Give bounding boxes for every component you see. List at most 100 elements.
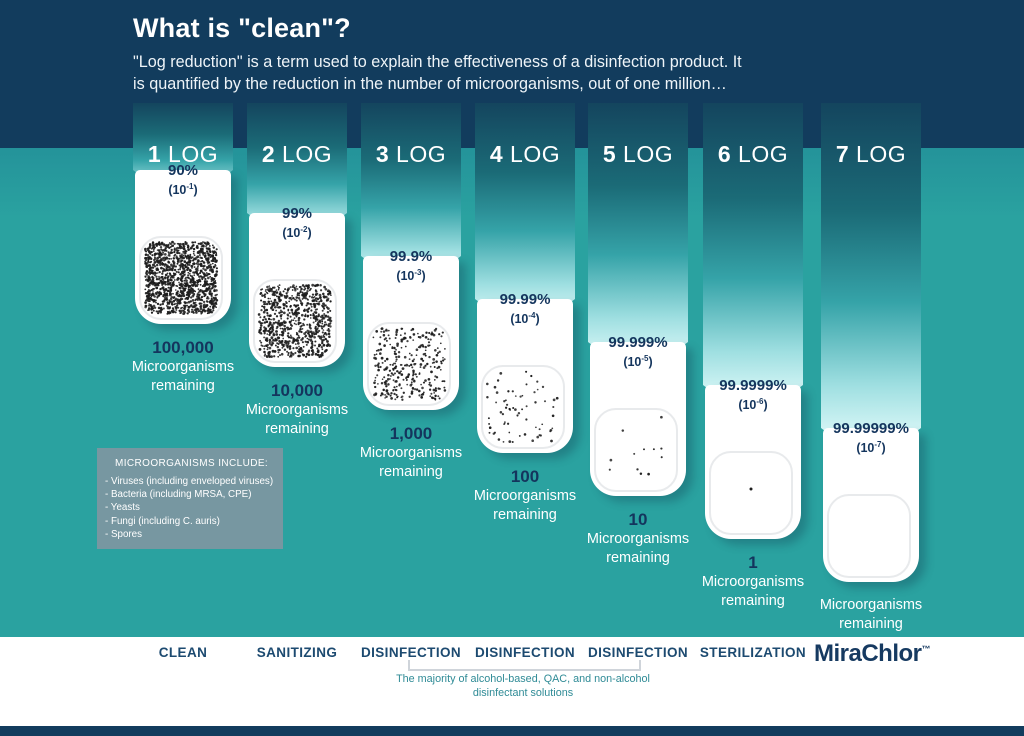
disinfection-caption: The majority of alcohol-based, QAC, and …	[373, 673, 673, 700]
remaining-label-line1: Microorganisms	[473, 488, 577, 504]
remaining-label-line1: Microorganisms	[245, 402, 349, 418]
log-reduction-percent: 99.9% (10-3)	[354, 249, 468, 284]
microorganisms-box-title: MICROORGANISMS INCLUDE:	[115, 458, 269, 469]
category-label-sterilization-6: STERILIZATION	[699, 645, 807, 660]
remaining-label-line1: Microorganisms	[819, 597, 923, 613]
remaining-label-line1: Microorganisms	[359, 445, 463, 461]
exponent-value: (10-2)	[282, 225, 312, 241]
log-word: LOG	[731, 141, 789, 167]
category-label-disinfection-3: DISINFECTION	[360, 645, 462, 660]
log-ribbon	[588, 103, 688, 379]
log-reduction-percent: 99.99999% (10-7)	[814, 421, 928, 456]
exponent-value: (10-1)	[168, 182, 198, 198]
trademark-symbol: ™	[921, 644, 931, 654]
exponent-value: (10-3)	[396, 268, 426, 284]
log-column-4: 4 LOG 99.99% (10-4) 100 Microorganisms r…	[468, 0, 582, 736]
log-ribbon	[703, 103, 803, 422]
log-number: 6	[717, 141, 732, 167]
microorganisms-item-fungi: - Fungi (including C. auris)	[105, 515, 220, 527]
remaining-number: 1	[748, 553, 758, 572]
remaining-label-line1: Microorganisms	[131, 359, 235, 375]
disinfection-bracket	[408, 660, 641, 671]
log-ribbon	[821, 103, 921, 465]
percent-value: 90%	[167, 162, 199, 179]
test-tube	[249, 213, 345, 367]
remaining-number: 100,000	[152, 338, 214, 357]
category-label-disinfection-4: DISINFECTION	[474, 645, 576, 660]
bottom-navy-bar	[0, 726, 1024, 736]
remaining-number: 100	[510, 467, 540, 486]
test-tube	[590, 342, 686, 496]
category-label-disinfection-5: DISINFECTION	[587, 645, 689, 660]
remaining-count: 1 Microorganisms remaining	[692, 553, 814, 611]
exponent-value: (10-4)	[510, 311, 540, 327]
log-word: LOG	[161, 141, 219, 167]
category-label-clean-1: CLEAN	[158, 645, 208, 660]
remaining-label-line2: remaining	[493, 507, 557, 523]
percent-value: 99%	[281, 205, 313, 222]
remaining-count: 10,000 Microorganisms remaining	[236, 381, 358, 439]
log-label: 2 LOG	[240, 141, 354, 168]
microorganism-dots	[144, 240, 219, 315]
footer-band	[0, 637, 1024, 726]
remaining-label-line2: remaining	[265, 421, 329, 437]
microorganism-dish	[709, 451, 793, 535]
remaining-number: 1,000	[389, 424, 433, 443]
log-word: LOG	[849, 141, 907, 167]
log-number: 5	[602, 141, 617, 167]
remaining-label-line2: remaining	[721, 593, 785, 609]
remaining-label-line1: Microorganisms	[701, 574, 805, 590]
remaining-count: Microorganisms remaining	[810, 596, 932, 634]
brand-name: MiraChlor	[814, 640, 922, 667]
page-subtitle: "Log reduction" is a term used to explai…	[133, 51, 742, 95]
test-tube	[823, 428, 919, 582]
remaining-label-line2: remaining	[839, 616, 903, 632]
microorganisms-include-box: MICROORGANISMS INCLUDE: - Viruses (inclu…	[97, 448, 283, 550]
log-reduction-percent: 99.99% (10-4)	[468, 292, 582, 327]
remaining-count: 100 Microorganisms remaining	[464, 467, 586, 525]
log-label: 4 LOG	[468, 141, 582, 168]
microorganisms-item-viruses: - Viruses (including enveloped viruses)	[105, 476, 274, 487]
microorganisms-item-spores: - Spores	[105, 528, 143, 540]
caption-line-1: The majority of alcohol-based, QAC, and …	[396, 673, 650, 685]
log-word: LOG	[389, 141, 447, 167]
remaining-count: 10 Microorganisms remaining	[577, 510, 699, 568]
percent-value: 99.99%	[499, 291, 551, 308]
microorganism-dish	[481, 365, 565, 449]
log-word: LOG	[503, 141, 561, 167]
log-label: 5 LOG	[581, 141, 695, 168]
brand-logo: MiraChlor™	[814, 640, 931, 668]
category-label-sanitizing-2: SANITIZING	[256, 645, 338, 660]
remaining-label-line2: remaining	[151, 378, 215, 394]
percent-value: 99.99999%	[833, 420, 909, 437]
remaining-count: 100,000 Microorganisms remaining	[122, 338, 244, 396]
microorganism-dots	[257, 283, 333, 359]
microorganisms-item-yeasts: - Yeasts	[105, 502, 140, 514]
percent-value: 99.9%	[389, 248, 433, 265]
log-number: 4	[489, 141, 504, 167]
log-ribbon	[475, 103, 575, 336]
microorganism-dots	[749, 487, 753, 491]
microorganism-dish	[827, 494, 911, 578]
percent-value: 99.9999%	[719, 377, 787, 394]
log-label: 3 LOG	[354, 141, 468, 168]
log-number: 3	[375, 141, 390, 167]
exponent-value: (10-6)	[738, 397, 768, 413]
test-tube	[363, 256, 459, 410]
log-word: LOG	[275, 141, 333, 167]
page-title: What is "clean"?	[133, 13, 351, 43]
log-reduction-percent: 90% (10-1)	[126, 163, 240, 198]
log-column-1: 1 LOG 90% (10-1) 100,000 Microorganisms …	[126, 0, 240, 736]
microorganism-dish	[367, 322, 451, 406]
log-reduction-percent: 99.9999% (10-6)	[696, 378, 810, 413]
remaining-number: 10,000	[271, 381, 323, 400]
subtitle-line-1: "Log reduction" is a term used to explai…	[133, 53, 742, 71]
log-column-2: 2 LOG 99% (10-2) 10,000 Microorganisms r…	[240, 0, 354, 736]
remaining-label-line2: remaining	[606, 550, 670, 566]
remaining-label-line2: remaining	[379, 464, 443, 480]
microorganism-dots	[486, 370, 559, 444]
subtitle-line-2: is quantified by the reduction in the nu…	[133, 75, 727, 93]
remaining-label-line1: Microorganisms	[586, 531, 690, 547]
caption-line-2: disinfectant solutions	[472, 686, 574, 699]
